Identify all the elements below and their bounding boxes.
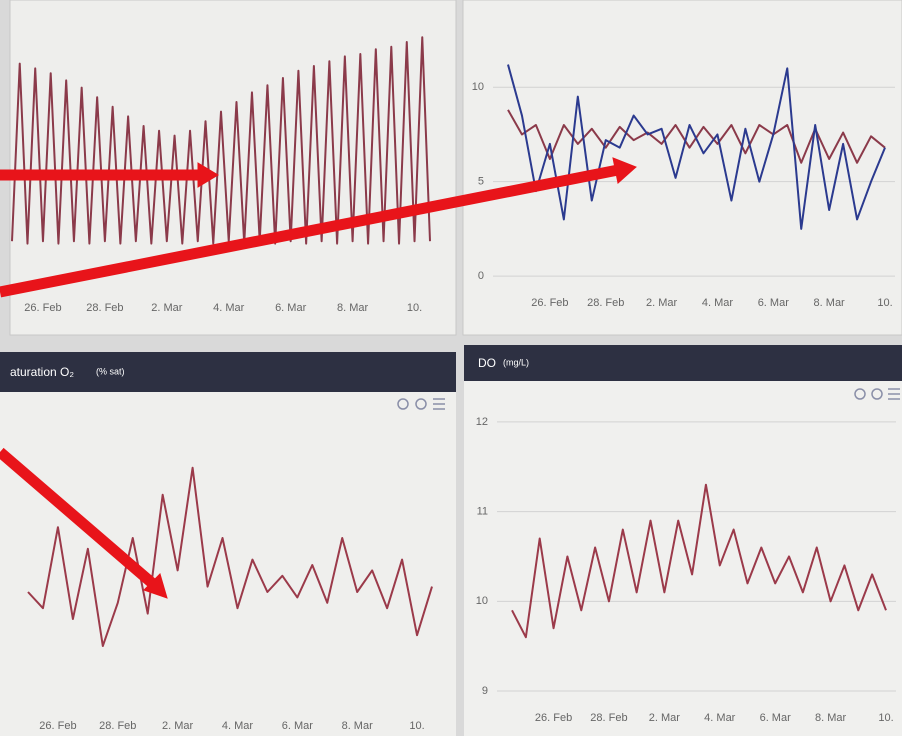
x-tick-label: 10.	[409, 720, 424, 732]
x-tick-label: 26. Feb	[24, 302, 61, 314]
x-tick-label: 4. Mar	[222, 720, 254, 732]
x-tick-label: 28. Feb	[587, 297, 624, 309]
panel	[0, 352, 456, 736]
panel	[463, 0, 902, 335]
x-tick-label: 2. Mar	[649, 712, 681, 724]
y-tick-label: 9	[482, 685, 488, 697]
x-tick-label: 10.	[407, 302, 422, 314]
x-tick-label: 8. Mar	[337, 302, 369, 314]
panel-unit: (mg/L)	[503, 357, 529, 367]
y-tick-label: 0	[478, 270, 484, 282]
page: {"chart_data": [ {"type": "line", "xlim"…	[0, 0, 902, 736]
x-tick-label: 4. Mar	[702, 297, 734, 309]
y-tick-label: 12	[476, 416, 488, 428]
x-tick-label: 4. Mar	[213, 302, 245, 314]
x-tick-label: 28. Feb	[590, 712, 627, 724]
x-tick-label: 2. Mar	[646, 297, 678, 309]
x-tick-label: 28. Feb	[99, 720, 136, 732]
panel-title: DO	[478, 356, 496, 370]
x-tick-label: 28. Feb	[86, 302, 123, 314]
panel-title: aturation O₂	[10, 365, 74, 379]
x-tick-label: 6. Mar	[282, 720, 314, 732]
screen: aturation O₂ (% sat) DO (mg/L) 26. Feb 28…	[0, 0, 902, 736]
panel-unit: (% sat)	[96, 366, 125, 376]
x-tick-label: 6. Mar	[275, 302, 307, 314]
x-tick-label: 10.	[877, 297, 892, 309]
x-tick-label: 8. Mar	[815, 712, 847, 724]
y-tick-label: 10	[476, 595, 488, 607]
y-tick-label: 5	[478, 176, 484, 188]
x-tick-label: 6. Mar	[758, 297, 790, 309]
x-tick-label: 2. Mar	[151, 302, 183, 314]
x-tick-label: 26. Feb	[39, 720, 76, 732]
x-tick-label: 8. Mar	[814, 297, 846, 309]
y-tick-label: 11	[477, 506, 488, 518]
x-tick-label: 26. Feb	[535, 712, 572, 724]
x-tick-label: 26. Feb	[531, 297, 568, 309]
y-tick-label: 10	[472, 81, 484, 93]
x-tick-label: 4. Mar	[704, 712, 736, 724]
panel-header	[464, 345, 902, 381]
x-tick-label: 2. Mar	[162, 720, 194, 732]
x-tick-label: 10.	[878, 712, 893, 724]
x-tick-label: 6. Mar	[760, 712, 792, 724]
x-tick-label: 8. Mar	[342, 720, 374, 732]
